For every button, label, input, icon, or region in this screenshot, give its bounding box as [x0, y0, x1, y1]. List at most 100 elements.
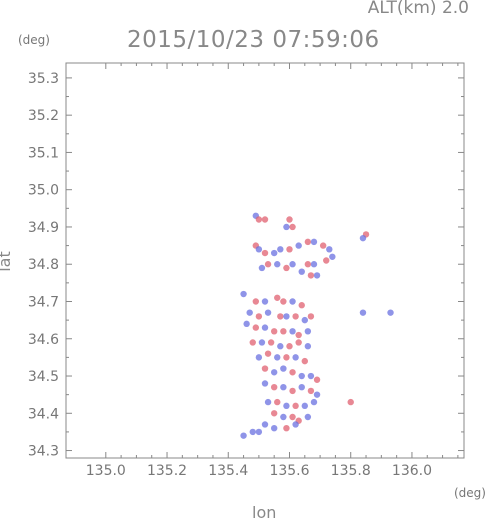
- point-positive: [255, 313, 263, 320]
- point-negative: [304, 413, 312, 421]
- point-negative: [329, 253, 336, 260]
- axis-ticks: 135.0 135.2 135.4 135.6 135.8 136.0 34.3 34.4 34…: [28, 63, 464, 479]
- y-tick-label: 35.3: [28, 71, 59, 87]
- y-tick-label: 35.0: [28, 183, 59, 199]
- x-tick-label: 135.2: [147, 463, 187, 479]
- point-negative: [261, 324, 269, 331]
- point-negative: [301, 402, 308, 410]
- point-positive: [295, 339, 302, 346]
- point-negative: [261, 380, 269, 387]
- y-tick-label: 34.5: [28, 369, 59, 385]
- x-axis-label: lon: [252, 503, 277, 522]
- point-negative: [240, 290, 247, 298]
- y-tick-label: 34.7: [28, 294, 59, 310]
- point-negative: [258, 339, 266, 346]
- point-negative: [292, 421, 299, 428]
- point-negative: [359, 234, 367, 242]
- point-positive: [307, 272, 315, 279]
- point-positive: [270, 410, 278, 417]
- point-negative: [240, 432, 247, 439]
- point-negative: [280, 413, 287, 421]
- point-positive: [289, 413, 296, 421]
- data-points: [240, 212, 394, 439]
- chart-title: 2015/10/23 07:59:06: [127, 27, 380, 53]
- point-negative: [283, 223, 290, 231]
- y-axis-unit: (deg): [18, 33, 50, 47]
- point-negative: [289, 261, 296, 268]
- point-negative: [289, 298, 296, 305]
- point-positive: [252, 298, 260, 305]
- point-negative: [310, 398, 318, 406]
- point-positive: [280, 298, 287, 305]
- altitude-label: ALT(km) 2.0: [367, 0, 469, 18]
- point-positive: [289, 387, 296, 395]
- point-negative: [304, 343, 312, 350]
- point-positive: [286, 246, 293, 253]
- point-negative: [280, 365, 287, 372]
- y-tick-label: 35.2: [28, 108, 59, 124]
- point-positive: [274, 294, 281, 301]
- y-tick-label: 35.1: [28, 145, 59, 161]
- point-positive: [267, 339, 275, 346]
- point-positive: [283, 354, 290, 361]
- point-negative: [298, 372, 305, 380]
- point-positive: [277, 313, 284, 320]
- point-negative: [261, 298, 269, 305]
- point-positive: [255, 216, 263, 223]
- point-negative: [277, 246, 284, 253]
- point-positive: [298, 302, 305, 309]
- point-positive: [289, 369, 296, 376]
- x-axis-unit: (deg): [454, 486, 486, 500]
- y-tick-label: 34.8: [28, 257, 59, 273]
- point-positive: [304, 238, 312, 246]
- point-positive: [307, 313, 315, 320]
- x-tick-label: 135.6: [269, 463, 309, 479]
- point-negative: [310, 261, 318, 268]
- point-negative: [243, 320, 250, 328]
- point-negative: [307, 372, 315, 380]
- point-positive: [319, 242, 327, 249]
- plot-frame: [65, 62, 465, 459]
- point-negative: [255, 354, 263, 361]
- point-negative: [255, 428, 263, 436]
- x-tick-label: 135.8: [331, 463, 371, 479]
- point-positive: [301, 357, 308, 365]
- x-tick-label: 135.4: [208, 463, 248, 479]
- point-positive: [270, 383, 278, 391]
- point-positive: [286, 216, 293, 223]
- point-positive: [313, 376, 321, 383]
- point-positive: [274, 398, 281, 406]
- point-negative: [249, 428, 256, 436]
- point-positive: [283, 424, 290, 432]
- point-negative: [359, 309, 367, 316]
- point-positive: [286, 343, 293, 350]
- point-positive: [264, 261, 272, 268]
- point-positive: [292, 402, 299, 410]
- point-positive: [347, 398, 354, 406]
- point-negative: [255, 246, 263, 253]
- point-positive: [307, 387, 315, 395]
- point-positive: [261, 365, 269, 372]
- point-negative: [283, 402, 290, 410]
- point-negative: [246, 309, 253, 316]
- point-negative: [264, 309, 272, 316]
- point-positive: [280, 328, 287, 335]
- point-negative: [261, 421, 269, 428]
- point-negative: [264, 398, 272, 406]
- point-negative: [298, 268, 305, 275]
- point-positive: [323, 257, 330, 264]
- point-negative: [283, 313, 290, 320]
- point-positive: [264, 350, 272, 357]
- point-negative: [310, 238, 318, 246]
- x-tick-label: 135.0: [86, 463, 126, 479]
- point-positive: [289, 223, 296, 231]
- y-tick-label: 34.9: [28, 220, 59, 236]
- point-negative: [258, 264, 266, 272]
- point-positive: [261, 249, 269, 257]
- point-negative: [313, 391, 321, 398]
- y-tick-label: 34.3: [28, 444, 59, 460]
- point-negative: [270, 369, 278, 376]
- point-positive: [295, 331, 302, 339]
- y-tick-label: 34.6: [28, 332, 59, 348]
- point-positive: [292, 313, 299, 320]
